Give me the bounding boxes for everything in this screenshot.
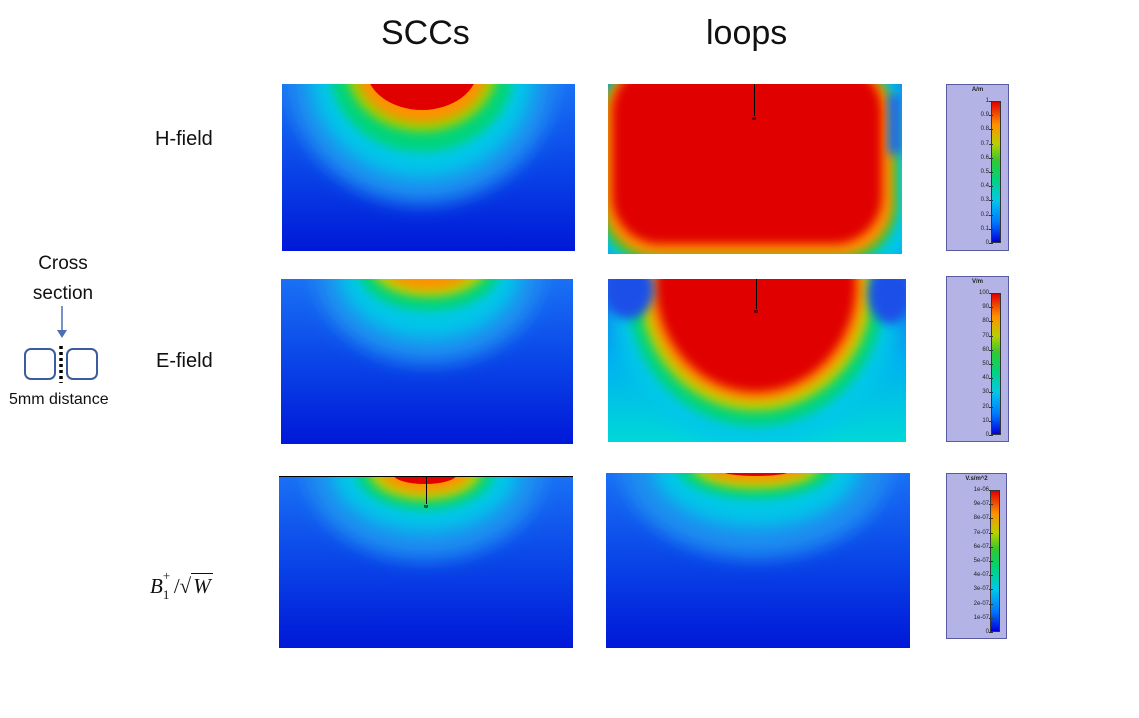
legend-tick-label: 6e-07: [955, 544, 993, 550]
legend-tick-label: 30: [955, 389, 993, 395]
legend-tick-label: 90: [955, 304, 993, 310]
legend-tick-label: 0.1: [955, 226, 993, 232]
legend-b1: V.s/m^2 1e-06 9e-07 8e-07 7e-07 6e-07 5e-07 4e…: [946, 473, 1007, 639]
probe-label: w: [752, 116, 756, 122]
row-label-e-field: E-field: [156, 350, 213, 372]
legend-tick-label: 1e-07: [955, 615, 993, 621]
legend-tick-label: 0: [955, 432, 993, 438]
coil-left: [24, 348, 56, 380]
legend-tick-label: 0: [955, 629, 993, 635]
probe-line: [754, 84, 755, 116]
legend-tick-label: 0.8: [955, 126, 993, 132]
legend-tick-label: 40: [955, 375, 993, 381]
cross-section-diagram: [24, 306, 98, 383]
legend-tick-label: 0.6: [955, 155, 993, 161]
legend-unit: A/m: [971, 87, 984, 93]
legend-tick-label: 5e-07: [955, 558, 993, 564]
arrow-head-icon: [57, 330, 67, 338]
cross-section-label: Cross section: [32, 253, 94, 304]
legend-tick-label: 70: [955, 333, 993, 339]
legend-tick-label: 0.5: [955, 169, 993, 175]
legend-unit: V/m: [971, 279, 983, 285]
legend-tick-label: 0.4: [955, 183, 993, 189]
legend-tick-label: 0: [955, 240, 993, 246]
map-e-field-sccs: [281, 279, 573, 444]
legend-tick-label: 0.7: [955, 141, 993, 147]
probe-line: [756, 279, 757, 309]
legend-tick-label: 0.2: [955, 212, 993, 218]
legend-tick-label: 9e-07: [955, 501, 993, 507]
legend-tick-label: 4e-07: [955, 572, 993, 578]
map-h-field-loops: w: [608, 84, 902, 254]
legend-tick-label: 100: [955, 290, 993, 296]
row-label-b1-over-sqrt-w: B 1 +/√W: [150, 568, 213, 602]
legend-tick-label: 8e-07: [955, 515, 993, 521]
legend-tick-label: 0.9: [955, 112, 993, 118]
coil-right: [66, 348, 98, 380]
legend-e-field: V/m 100 90 80 70 60 50 40 30 20 10 0: [946, 276, 1009, 442]
column-title-sccs: SCCs: [381, 14, 470, 52]
legend-tick-label: 20: [955, 404, 993, 410]
probe-label: w: [754, 309, 758, 315]
legend-h-field: A/m 1 0.9 0.8 0.7 0.6 0.5 0.4 0.3 0.2 0.1 0: [946, 84, 1009, 251]
legend-tick-label: 0.3: [955, 197, 993, 203]
map-b1-loops: [606, 473, 910, 648]
legend-tick-label: 10: [955, 418, 993, 424]
legend-tick-label: 2e-07: [955, 601, 993, 607]
probe-line: [426, 476, 427, 504]
column-title-loops: loops: [706, 14, 788, 52]
probe-label: w: [424, 504, 428, 510]
map-h-field-sccs: [282, 84, 575, 251]
legend-tick-label: 7e-07: [955, 530, 993, 536]
row-label-h-field: H-field: [155, 128, 213, 150]
legend-tick-label: 60: [955, 347, 993, 353]
legend-tick-label: 50: [955, 361, 993, 367]
legend-tick-label: 1e-06: [955, 487, 993, 493]
legend-unit: V.s/m^2: [965, 476, 988, 482]
legend-tick-label: 80: [955, 318, 993, 324]
distance-label: 5mm distance: [9, 391, 109, 408]
map-e-field-loops: w: [608, 279, 906, 442]
legend-tick-label: 3e-07: [955, 586, 993, 592]
legend-tick-label: 1: [955, 98, 993, 104]
map-b1-sccs: w: [279, 476, 573, 648]
